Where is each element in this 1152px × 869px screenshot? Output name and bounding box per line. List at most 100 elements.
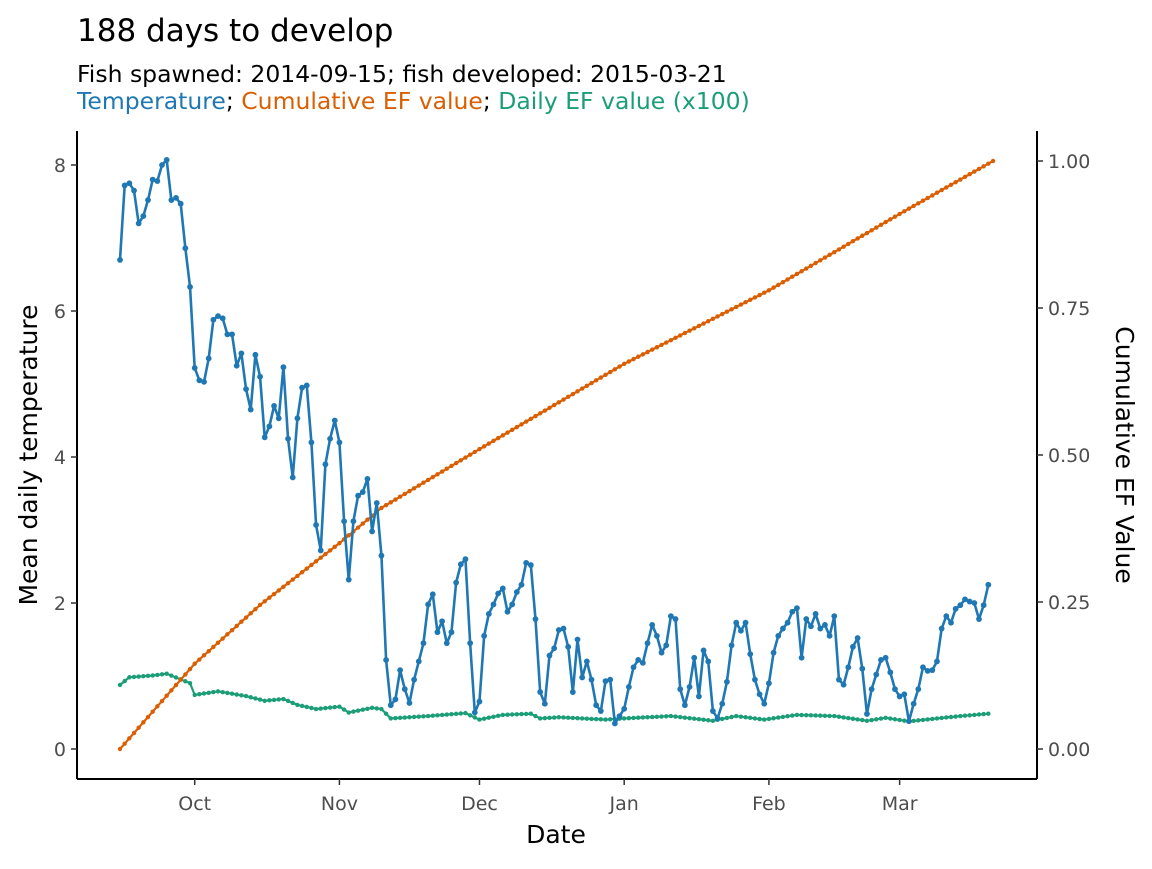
data-point	[748, 297, 753, 303]
data-point	[706, 718, 711, 723]
legend-part-4: Daily EF value (x100)	[498, 87, 750, 115]
data-point	[191, 365, 198, 371]
data-point	[762, 290, 767, 295]
data-point	[528, 711, 534, 716]
data-point	[789, 608, 796, 615]
data-point	[813, 260, 818, 266]
data-point	[570, 715, 576, 721]
data-point	[131, 674, 137, 680]
y-axis-title: Mean daily temperature	[14, 304, 43, 605]
data-point	[734, 713, 739, 719]
data-point	[187, 284, 193, 290]
data-point	[934, 658, 940, 665]
data-point	[569, 689, 576, 695]
data-point	[920, 717, 926, 723]
data-point	[159, 698, 165, 704]
data-point	[509, 712, 515, 717]
data-point	[425, 477, 431, 483]
data-point	[439, 712, 445, 718]
data-point	[729, 714, 734, 720]
data-point	[664, 340, 669, 345]
data-point	[281, 584, 286, 589]
data-point	[650, 347, 655, 352]
data-point	[411, 714, 417, 720]
data-point	[439, 469, 445, 474]
data-point	[411, 676, 418, 683]
data-point	[762, 717, 767, 722]
data-point	[575, 715, 580, 721]
data-point	[163, 156, 170, 163]
data-point	[215, 313, 221, 320]
data-point	[798, 654, 805, 661]
data-point	[229, 627, 235, 633]
data-point	[709, 708, 716, 714]
data-point	[766, 288, 772, 293]
x-tick-label: Mar	[882, 793, 918, 815]
data-point	[402, 715, 407, 720]
data-point	[720, 311, 725, 317]
data-point	[756, 691, 763, 698]
data-point	[631, 356, 636, 362]
data-point	[645, 715, 650, 720]
data-point	[882, 654, 889, 661]
data-point	[495, 435, 501, 441]
data-point	[551, 715, 557, 720]
data-point	[234, 623, 239, 629]
data-point	[822, 255, 828, 260]
data-point	[757, 716, 762, 722]
data-point	[695, 693, 702, 700]
data-point	[673, 335, 678, 340]
data-point	[953, 179, 958, 185]
data-point	[537, 411, 543, 416]
data-point	[672, 616, 679, 622]
data-point	[561, 397, 566, 402]
data-point	[537, 689, 544, 695]
data-point	[523, 559, 530, 566]
data-point	[962, 174, 968, 180]
data-point	[846, 241, 851, 247]
data-point	[775, 632, 782, 639]
data-point	[678, 714, 683, 720]
data-point	[345, 576, 352, 583]
data-point	[486, 715, 492, 720]
data-point	[467, 713, 473, 718]
data-point	[127, 736, 132, 741]
data-point	[565, 394, 571, 400]
data-point	[719, 700, 726, 707]
data-point	[831, 613, 838, 620]
data-point	[976, 712, 982, 717]
data-point	[560, 625, 567, 632]
data-point	[243, 693, 249, 699]
data-point	[131, 730, 137, 736]
data-point	[555, 627, 562, 633]
data-point	[210, 316, 217, 323]
data-point	[533, 413, 538, 419]
data-point	[738, 302, 744, 307]
x-tick-label: Dec	[461, 793, 498, 815]
data-point	[939, 715, 944, 721]
y2-tick-label: 0.25	[1048, 592, 1090, 614]
data-point	[276, 697, 281, 702]
data-point	[276, 588, 281, 593]
data-point	[234, 692, 239, 697]
data-point	[513, 589, 520, 595]
data-point	[691, 654, 698, 661]
data-point	[135, 220, 142, 227]
data-point	[341, 518, 347, 525]
data-point	[855, 236, 860, 241]
data-point	[257, 373, 263, 380]
data-point	[159, 672, 165, 677]
data-point	[728, 642, 735, 649]
data-point	[556, 715, 562, 720]
y-tick-label: 4	[54, 447, 66, 469]
data-point	[962, 713, 968, 718]
data-point	[570, 391, 576, 397]
data-point	[373, 500, 380, 506]
data-point	[780, 714, 786, 720]
data-point	[897, 211, 902, 217]
data-point	[934, 716, 940, 721]
data-point	[822, 622, 828, 628]
data-point	[593, 716, 599, 722]
data-point	[971, 600, 978, 606]
data-point	[518, 581, 525, 588]
